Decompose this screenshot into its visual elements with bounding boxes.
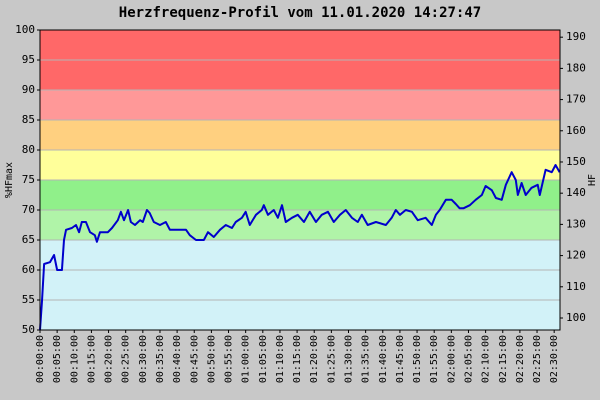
heart-rate-line <box>39 164 561 331</box>
zone-band <box>40 210 560 240</box>
zone-band <box>40 90 560 120</box>
x-tick-label: 01:55:00 <box>429 335 440 383</box>
y2-tick-label: 170 <box>566 93 586 106</box>
x-tick-label: 02:15:00 <box>498 335 509 383</box>
x-tick-label: 02:30:00 <box>549 335 560 383</box>
x-tick-label: 00:35:00 <box>155 335 166 383</box>
x-tick-label: 01:40:00 <box>378 335 389 383</box>
x-tick-label: 00:30:00 <box>138 335 149 383</box>
x-tick-label: 00:25:00 <box>121 335 132 383</box>
y2-tick-label: 100 <box>566 311 586 324</box>
x-tick-label: 02:05:00 <box>463 335 474 383</box>
y2-tick-label: 150 <box>566 155 586 168</box>
x-tick-label: 02:20:00 <box>515 335 526 383</box>
y-tick-label: 100 <box>15 23 35 36</box>
y-tick-label: 50 <box>22 323 35 336</box>
y-axis-label: %HFmax <box>4 162 15 198</box>
x-tick-label: 00:00:00 <box>35 335 46 383</box>
x-tick-label: 01:20:00 <box>309 335 320 383</box>
zone-band <box>40 150 560 180</box>
y-tick-label: 95 <box>22 53 35 66</box>
x-tick-label: 02:25:00 <box>532 335 543 383</box>
y2-tick-label: 110 <box>566 280 586 293</box>
zone-band <box>40 120 560 150</box>
y2-tick-label: 140 <box>566 186 586 199</box>
x-tick-label: 01:35:00 <box>361 335 372 383</box>
y-tick-label: 90 <box>22 83 35 96</box>
x-tick-label: 00:50:00 <box>206 335 217 383</box>
x-tick-label: 00:55:00 <box>224 335 235 383</box>
y-tick-label: 85 <box>22 113 35 126</box>
y2-tick-label: 160 <box>566 124 586 137</box>
zone-band <box>40 240 560 330</box>
x-tick-label: 01:25:00 <box>326 335 337 383</box>
x-tick-label: 01:00:00 <box>241 335 252 383</box>
y2-tick-label: 180 <box>566 61 586 74</box>
plot-border <box>39 29 561 331</box>
y-tick-label: 80 <box>22 143 35 156</box>
y-tick-label: 65 <box>22 233 35 246</box>
x-tick-label: 02:00:00 <box>446 335 457 383</box>
x-tick-label: 01:10:00 <box>275 335 286 383</box>
x-tick-label: 01:30:00 <box>344 335 355 383</box>
zone-band <box>40 180 560 210</box>
x-tick-label: 01:45:00 <box>395 335 406 383</box>
y2-axis-label: HF <box>587 174 598 186</box>
y2-tick-label: 130 <box>566 217 586 230</box>
y-tick-label: 70 <box>22 203 35 216</box>
chart-title: Herzfrequenz-Profil vom 11.01.2020 14:27… <box>119 5 481 21</box>
x-tick-label: 01:50:00 <box>412 335 423 383</box>
x-tick-label: 00:10:00 <box>69 335 80 383</box>
y-tick-label: 55 <box>22 293 35 306</box>
x-tick-label: 00:05:00 <box>52 335 63 383</box>
x-tick-label: 00:45:00 <box>189 335 200 383</box>
x-tick-label: 00:15:00 <box>86 335 97 383</box>
x-tick-label: 00:40:00 <box>172 335 183 383</box>
x-tick-label: 01:15:00 <box>292 335 303 383</box>
x-tick-label: 01:05:00 <box>258 335 269 383</box>
x-tick-label: 00:20:00 <box>104 335 115 383</box>
x-tick-label: 02:10:00 <box>481 335 492 383</box>
y-tick-label: 75 <box>22 173 35 186</box>
y2-tick-label: 120 <box>566 249 586 262</box>
y-tick-label: 60 <box>22 263 35 276</box>
y2-tick-label: 190 <box>566 30 586 43</box>
